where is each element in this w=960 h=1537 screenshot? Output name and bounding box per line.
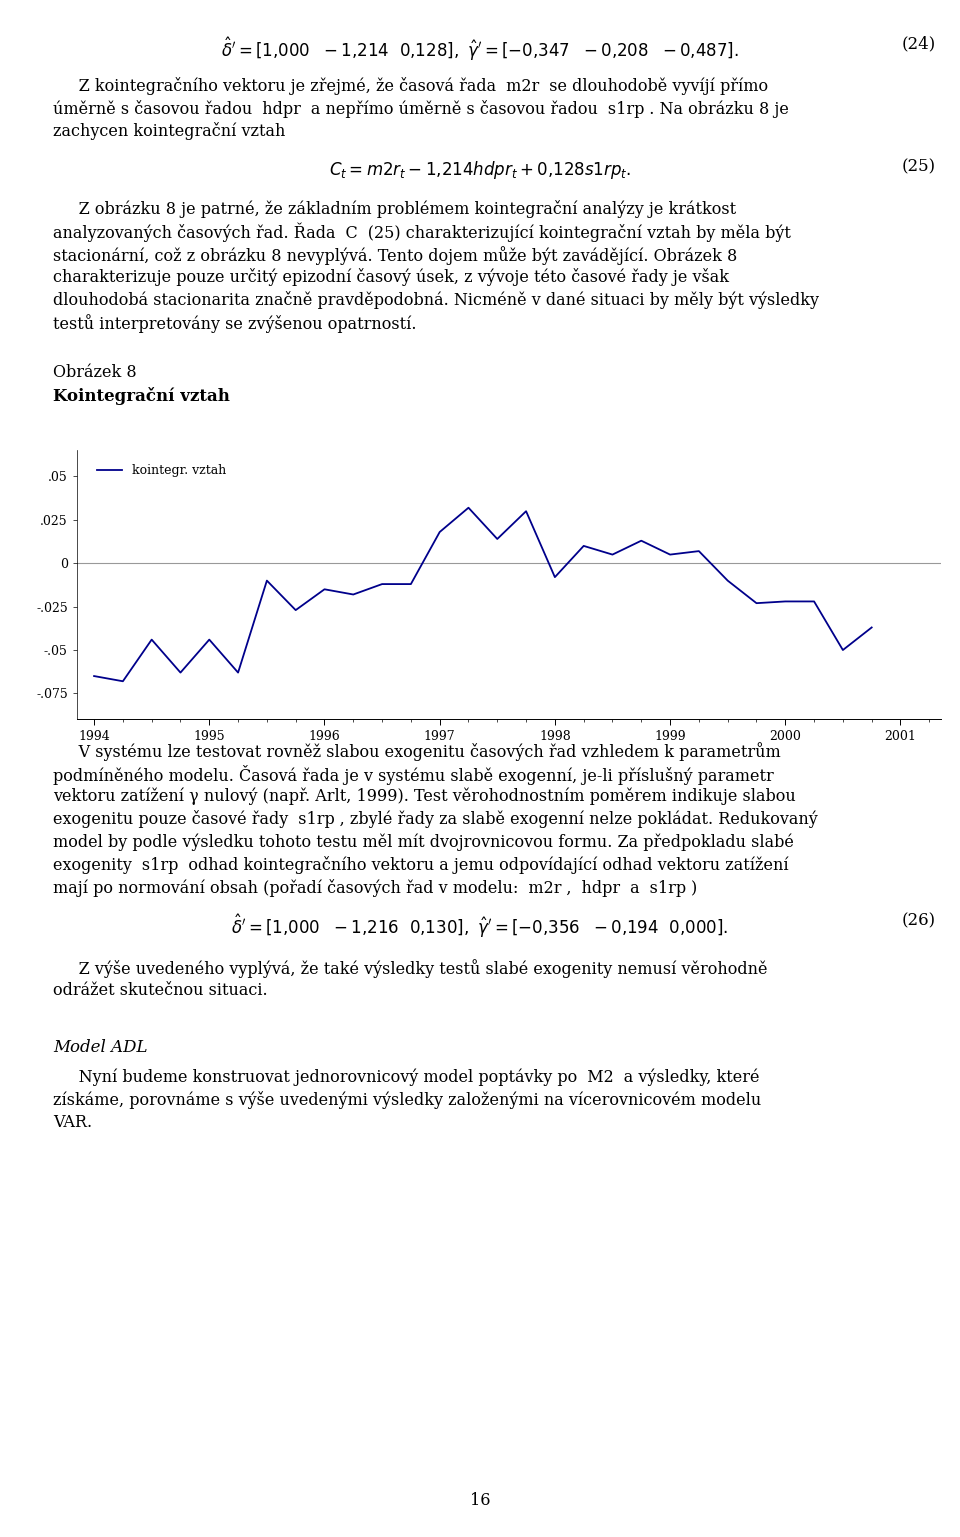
- Text: získáme, porovnáme s výše uvedenými výsledky založenými na vícerovnicovém modelu: získáme, porovnáme s výše uvedenými výsl…: [53, 1091, 761, 1108]
- Text: zachycen kointegrační vztah: zachycen kointegrační vztah: [53, 123, 285, 140]
- Text: Model ADL: Model ADL: [53, 1039, 147, 1056]
- Text: testů interpretovány se zvýšenou opatrností.: testů interpretovány se zvýšenou opatrno…: [53, 314, 417, 334]
- Text: Obrázek 8: Obrázek 8: [53, 364, 136, 381]
- Text: exogenitu pouze časové řady   s1rp  , zbylé řady za slabě exogenní nelze pokláda: exogenitu pouze časové řady s1rp , zbylé…: [53, 810, 818, 828]
- Text: (26): (26): [901, 913, 936, 930]
- Text: Z výše uvedeného vyplývá, že také výsledky testů slabé exogenity nemusí věrohodn: Z výše uvedeného vyplývá, že také výsled…: [53, 959, 767, 978]
- Text: exogenity   s1rp   odhad kointegračního vektoru a jemu odpovídající odhad vektor: exogenity s1rp odhad kointegračního vekt…: [53, 856, 788, 875]
- Text: úměrně s časovou řadou   hdpr   a nepřímo úměrně s časovou řadou   s1rp  . Na ob: úměrně s časovou řadou hdpr a nepřímo úm…: [53, 100, 789, 118]
- Text: vektoru zatížení γ nulový (např. Arlt, 1999). Test věrohodnostním poměrem indiku: vektoru zatížení γ nulový (např. Arlt, 1…: [53, 787, 796, 805]
- Text: model by podle výsledku tohoto testu měl mít dvojrovnicovou formu. Za předpoklad: model by podle výsledku tohoto testu měl…: [53, 833, 794, 850]
- Text: 16: 16: [469, 1492, 491, 1509]
- Text: V systému lze testovat rovněž slabou exogenitu časových řad vzhledem k parametrů: V systému lze testovat rovněž slabou exo…: [53, 742, 780, 761]
- Text: VAR.: VAR.: [53, 1114, 92, 1131]
- Text: $\hat{\delta}' = [1{,}000\ \ -1{,}216\ \ 0{,}130],\ \hat{\gamma}' = [-0{,}356\ \: $\hat{\delta}' = [1{,}000\ \ -1{,}216\ \…: [231, 913, 729, 941]
- Text: Z obrázku 8 je patrné, že základním problémem kointegrační analýzy je krátkost: Z obrázku 8 je patrné, že základním prob…: [53, 200, 736, 218]
- Text: charakterizuje pouze určitý epizodní časový úsek, z vývoje této časové řady je v: charakterizuje pouze určitý epizodní čas…: [53, 269, 729, 286]
- Text: analyzovaných časových řad. Řada   C   (25) charakterizující kointegrační vztah : analyzovaných časových řad. Řada C (25) …: [53, 223, 791, 243]
- Text: Z kointegračního vektoru je zřejmé, že časová řada   m2r   se dlouhodobě vyvíjí : Z kointegračního vektoru je zřejmé, že č…: [53, 77, 768, 95]
- Text: $\hat{\delta}' = [1{,}000\ \ -1{,}214\ \ 0{,}128],\ \hat{\gamma}' = [-0{,}347\ \: $\hat{\delta}' = [1{,}000\ \ -1{,}214\ \…: [221, 35, 739, 63]
- Text: mají po normování obsah (pořadí časových řad v modelu:   m2r  ,   hdpr   a   s1r: mají po normování obsah (pořadí časových…: [53, 879, 697, 896]
- Text: odrážet skutečnou situaci.: odrážet skutečnou situaci.: [53, 982, 268, 999]
- Text: (24): (24): [901, 35, 936, 52]
- Text: stacionární, což z obrázku 8 nevyplývá. Tento dojem může být zavádějící. Obrázek: stacionární, což z obrázku 8 nevyplývá. …: [53, 246, 737, 264]
- Legend: kointegr. vztah: kointegr. vztah: [92, 460, 231, 483]
- Text: Nyní budeme konstruovat jednorovnicový model poptávky po   M2   a výsledky, kter: Nyní budeme konstruovat jednorovnicový m…: [53, 1068, 759, 1085]
- Text: $C_t = m2r_t - 1{,}214hdpr_t + 0{,}128s1rp_t.$: $C_t = m2r_t - 1{,}214hdpr_t + 0{,}128s1…: [328, 158, 632, 181]
- Text: Kointegrační vztah: Kointegrační vztah: [53, 387, 229, 404]
- Text: podmíněného modelu. Časová řada je v systému slabě exogenní, je-li příslušný par: podmíněného modelu. Časová řada je v sys…: [53, 765, 774, 785]
- Text: (25): (25): [901, 158, 936, 175]
- Text: dlouhodobá stacionarita značně pravděpodobná. Nicméně v dané situaci by měly být: dlouhodobá stacionarita značně pravděpod…: [53, 290, 819, 309]
